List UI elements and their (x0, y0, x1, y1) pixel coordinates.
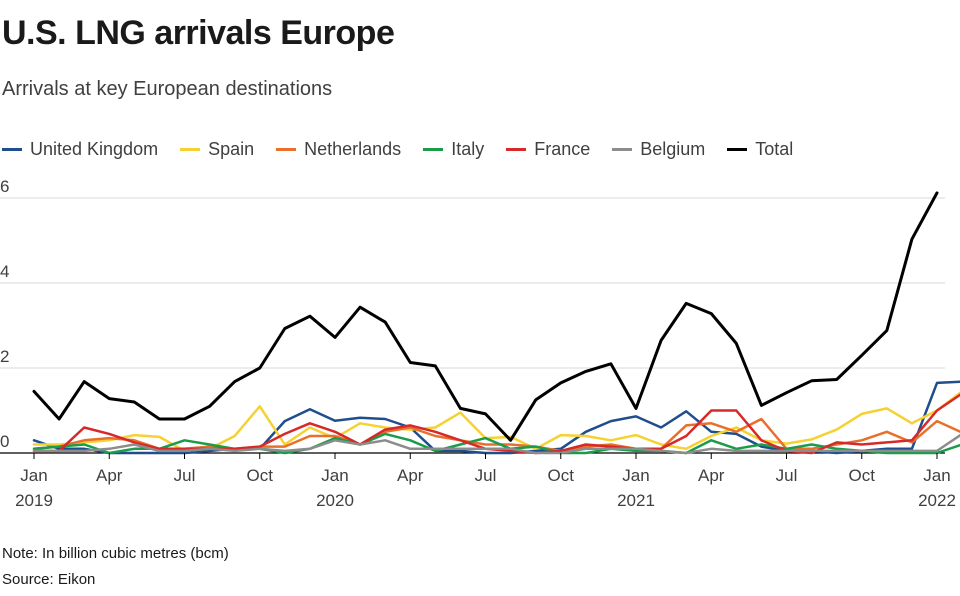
legend-label-united-kingdom: United Kingdom (30, 139, 159, 159)
legend-swatch-united-kingdom (2, 148, 22, 151)
legend-label-spain: Spain (208, 139, 255, 159)
legend-swatch-total (727, 148, 748, 151)
chart-title: U.S. LNG arrivals Europe (2, 14, 395, 52)
legend-item-italy: Italy (423, 139, 484, 160)
x-tick-label-month: Jul (174, 466, 196, 485)
series-line-belgium (32, 433, 960, 455)
legend-label-belgium: Belgium (640, 139, 706, 159)
legend-swatch-france (506, 148, 527, 151)
y-tick-label-6: 6 (0, 177, 9, 196)
line-chart: 0 2 4 6 Jan 2019 Apr Jul Oct Jan 2020 Apr Jul Oct Jan… (0, 177, 960, 510)
y-tick-label-0: 0 (0, 432, 9, 451)
chart-note: Note: In billion cubic metres (bcm) (2, 545, 229, 562)
x-tick-label-month: Oct (548, 466, 575, 485)
x-tick-label-year: 2020 (316, 491, 354, 510)
x-tick-label-year: 2019 (15, 491, 53, 510)
legend-swatch-italy (423, 148, 444, 151)
x-tick-label-year: 2022 (918, 491, 956, 510)
x-tick-label-month: Jan (321, 466, 348, 485)
series-line-italy (32, 432, 960, 455)
legend-item-belgium: Belgium (612, 139, 705, 160)
chart-source: Source: Eikon (2, 571, 96, 588)
x-tick-label-month: Oct (247, 466, 274, 485)
legend-item-spain: Spain (180, 139, 254, 160)
legend-swatch-spain (180, 148, 201, 151)
chart-subtitle: Arrivals at key European destinations (2, 78, 333, 100)
legend-item-united-kingdom: United Kingdom (2, 139, 158, 160)
x-tick-label-month: Apr (698, 466, 725, 485)
legend-label-netherlands: Netherlands (304, 139, 402, 159)
legend-swatch-belgium (612, 148, 633, 151)
legend-item-netherlands: Netherlands (276, 139, 401, 160)
legend-label-total: Total (755, 139, 794, 159)
y-tick-label-2: 2 (0, 347, 9, 366)
series-line-total (32, 191, 939, 442)
x-tick-label-month: Apr (96, 466, 123, 485)
x-tick-label-year: 2021 (617, 491, 655, 510)
x-tick-label-month: Jan (20, 466, 47, 485)
legend: United Kingdom Spain Netherlands Italy Franc… (2, 139, 793, 160)
x-tick-label-month: Jul (475, 466, 497, 485)
legend-item-total: Total (727, 139, 793, 160)
legend-label-italy: Italy (451, 139, 485, 159)
legend-swatch-netherlands (276, 148, 297, 151)
x-tick-label-month: Oct (849, 466, 876, 485)
x-tick-label-month: Jul (776, 466, 798, 485)
x-tick-label-month: Apr (397, 466, 424, 485)
x-tick-label-month: Jan (923, 466, 950, 485)
x-tick-label-month: Jan (622, 466, 649, 485)
legend-item-france: France (506, 139, 590, 160)
legend-label-france: France (534, 139, 591, 159)
y-tick-label-4: 4 (0, 262, 9, 281)
